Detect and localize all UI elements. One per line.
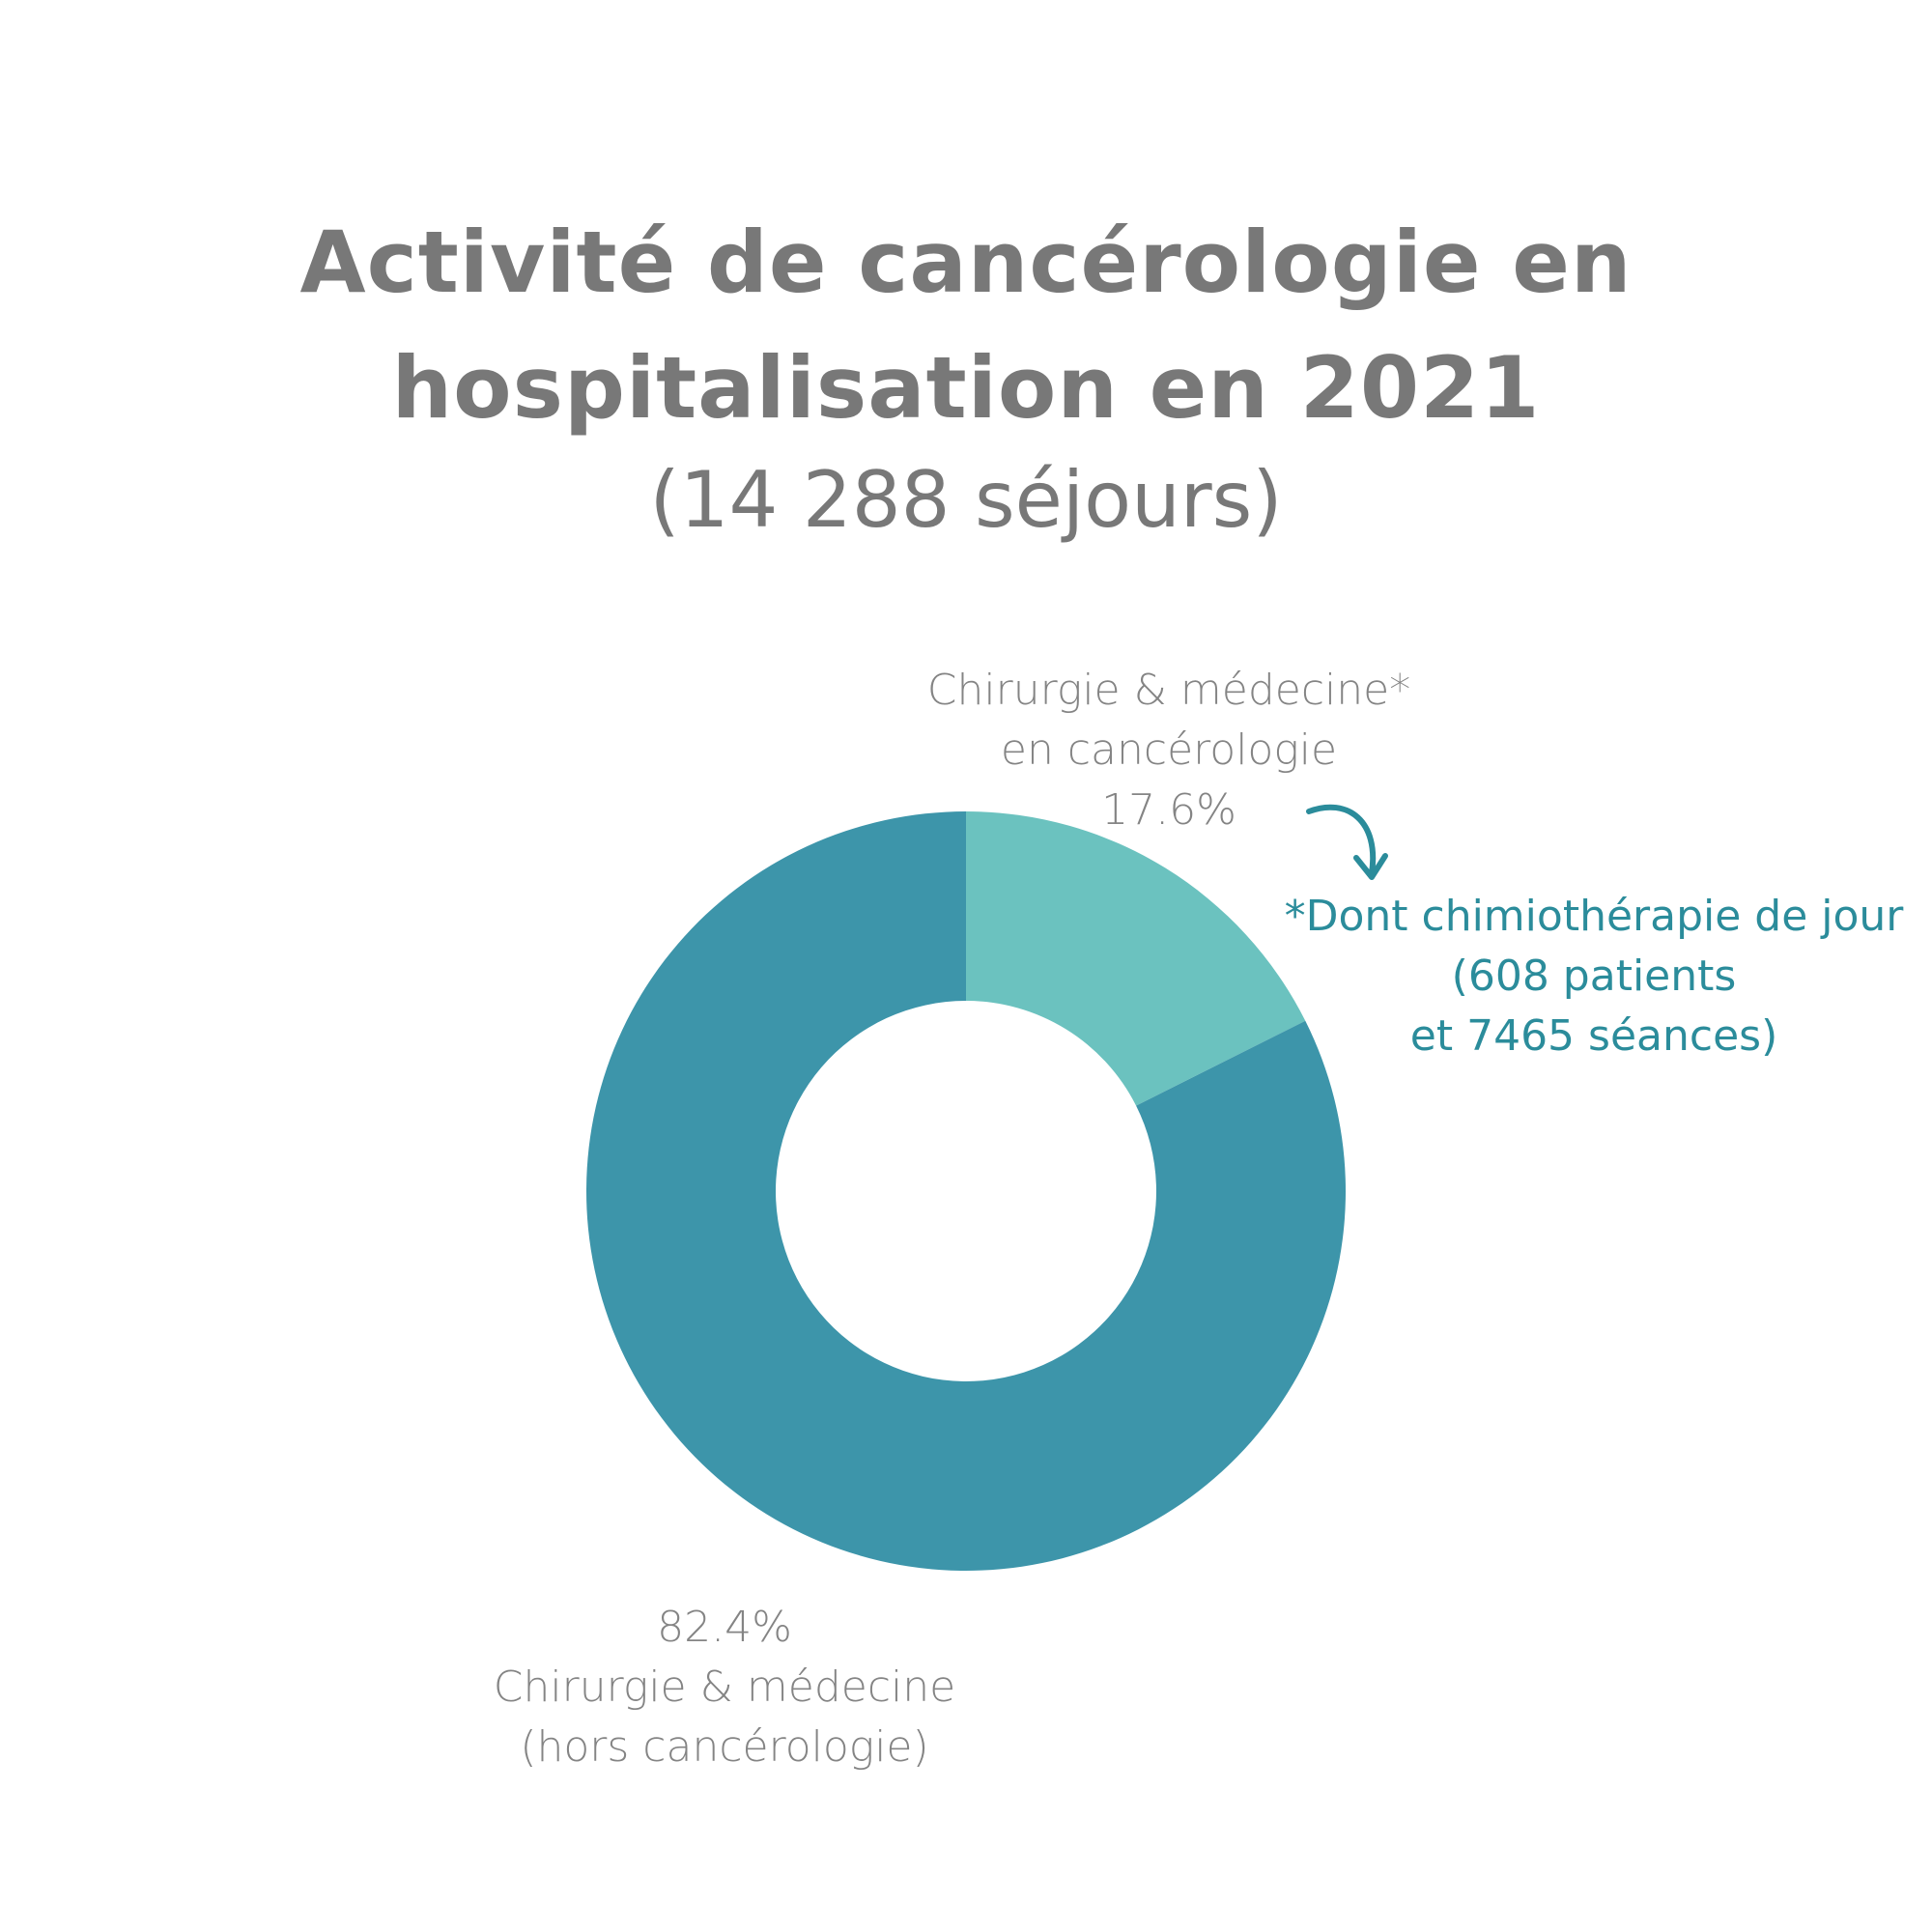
slice-label-non-oncology: 82.4% Chirurgie & médecine (hors cancéro… [415, 1598, 1034, 1777]
chemotherapy-note-line-1: *Dont chimiothérapie de jour [1284, 892, 1904, 941]
chart-subtitle: (14 288 séjours) [649, 455, 1283, 545]
chemotherapy-note-line-2: (608 patients [1451, 952, 1737, 1001]
slice-label-oncology: Chirurgie & médecine* en cancérologie 17… [860, 661, 1478, 840]
slice-label-non-oncology-line-2: (hors cancérologie) [520, 1722, 929, 1772]
slice-label-non-oncology-line-1: Chirurgie & médecine [493, 1662, 956, 1712]
chart-title-line-2: hospitalisation en 2021 [391, 338, 1541, 438]
slice-label-oncology-line-1: Chirurgie & médecine* [926, 666, 1411, 715]
donut-slices [586, 811, 1346, 1572]
slice-label-oncology-value: 17.6% [1101, 785, 1236, 835]
donut-slice-non-oncology [586, 811, 1346, 1572]
slice-label-oncology-line-2: en cancérologie [1000, 725, 1338, 775]
arrow-head-icon [1353, 853, 1388, 880]
slice-label-non-oncology-value: 82.4% [657, 1603, 792, 1652]
chemotherapy-note-line-3: et 7465 séances) [1409, 1011, 1778, 1061]
curved-arrow-icon [1306, 804, 1377, 876]
donut-slice-oncology [966, 811, 1306, 1106]
chemotherapy-note: *Dont chimiothérapie de jour (608 patien… [1256, 887, 1932, 1066]
chart-title-line-1: Activité de cancérologie en [299, 213, 1633, 312]
